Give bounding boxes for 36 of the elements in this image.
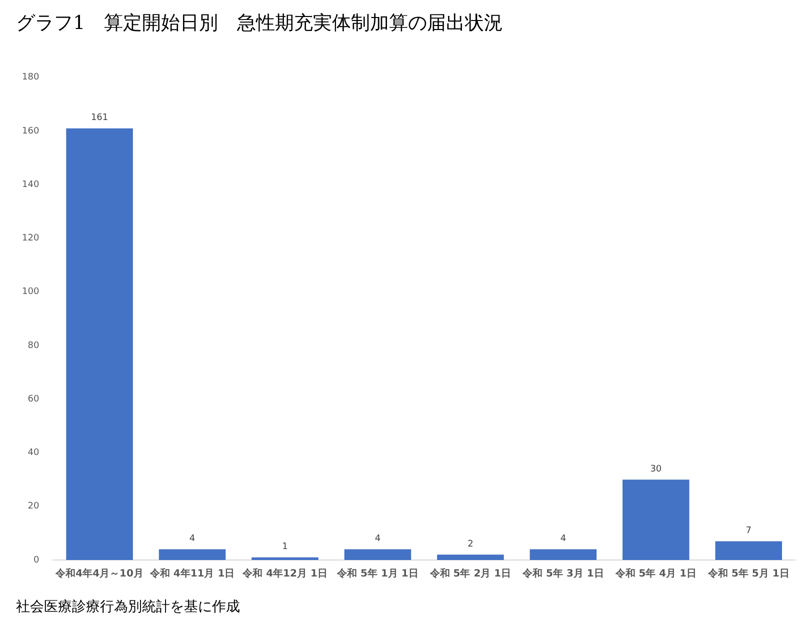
y-tick-label: 180 (22, 72, 40, 83)
y-tick-label: 0 (33, 555, 40, 566)
y-tick-label: 60 (28, 394, 40, 404)
bar (344, 549, 412, 560)
x-tick-label: 令和 4年12月 1日 (242, 568, 328, 580)
x-tick-label: 令和 5年 3月 1日 (522, 568, 604, 580)
data-label: 30 (650, 464, 662, 474)
data-label: 2 (468, 539, 474, 550)
x-tick-label: 令和 5年 4月 1日 (614, 568, 697, 580)
data-label: 4 (560, 534, 566, 544)
y-tick-label: 20 (28, 502, 40, 512)
y-tick-label: 40 (28, 448, 40, 458)
data-label: 4 (374, 534, 381, 544)
bar (715, 541, 782, 560)
bar (158, 549, 226, 560)
bar (622, 480, 690, 560)
data-label: 7 (746, 526, 752, 536)
x-tick-label: 令和 4年11月 1日 (148, 568, 235, 580)
y-tick-label: 120 (22, 234, 40, 244)
bar (252, 557, 318, 560)
x-tick-label: 令和 5年 1月 1日 (336, 568, 418, 580)
y-tick-label: 100 (22, 287, 40, 298)
x-tick-label: 令和 5年 5月 1日 (706, 568, 790, 580)
data-label: 1 (282, 542, 288, 552)
x-tick-label: 令和 5年 2月 1日 (428, 568, 512, 580)
data-label: 161 (90, 113, 108, 124)
y-tick-label: 140 (22, 180, 40, 190)
bar (530, 549, 597, 560)
x-tick-label: 令和4年4月～10月 (54, 568, 144, 580)
data-label: 4 (189, 534, 196, 544)
bar (437, 554, 504, 560)
chart-title: グラフ1 算定開始日別 急性期充実体制加算の届出状況 (15, 11, 504, 36)
bar (66, 128, 133, 560)
text: 社会医療診療行為別統計を基に作成 (15, 598, 241, 616)
y-tick-label: 80 (28, 340, 40, 351)
y-tick-label: 160 (22, 126, 40, 136)
